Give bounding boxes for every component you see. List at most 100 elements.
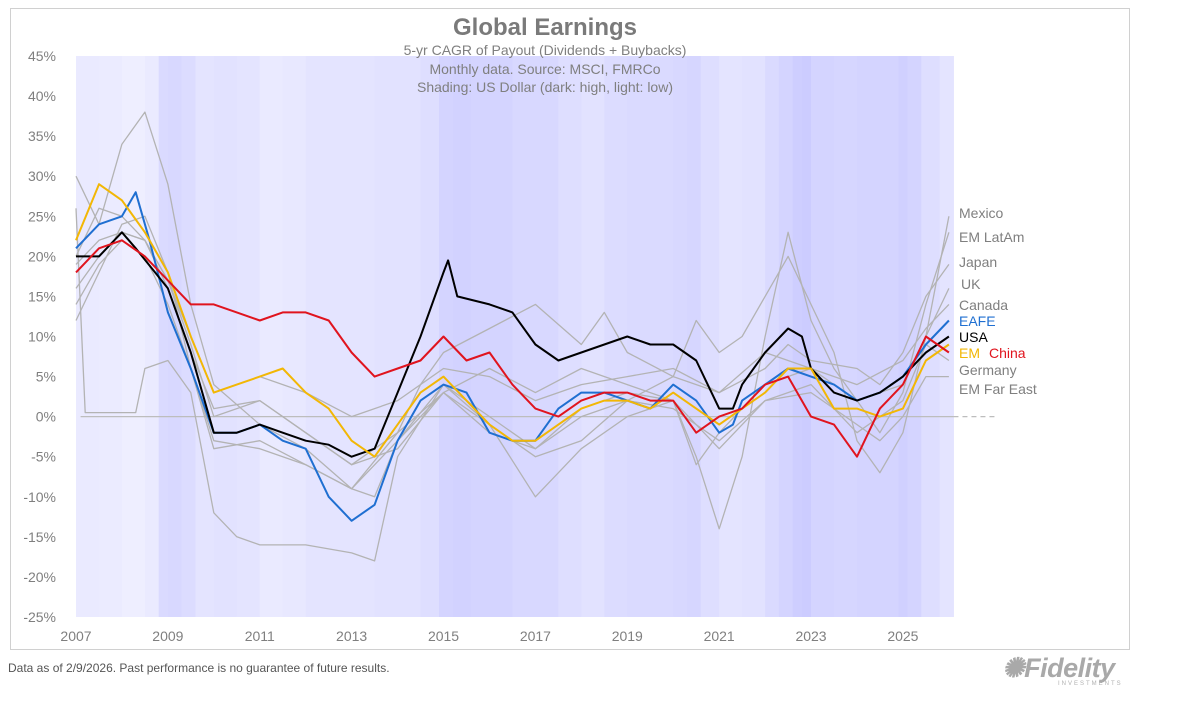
y-tick-label: 0%: [36, 409, 56, 425]
dollar-shading-band: [558, 56, 582, 617]
dollar-shading-band: [673, 56, 688, 617]
chart-subtitle: 5-yr CAGR of Payout (Dividends + Buyback…: [403, 42, 687, 58]
legend-label-em: EM: [959, 345, 980, 361]
dollar-shading-band: [259, 56, 284, 617]
dollar-shading-band: [167, 56, 183, 617]
y-tick-label: 30%: [28, 168, 56, 184]
dollar-shading-band: [144, 56, 160, 617]
dollar-shading-band: [512, 56, 536, 617]
dollar-shading-band: [742, 56, 766, 617]
y-tick-label: 40%: [28, 88, 56, 104]
dollar-shading-band: [374, 56, 399, 617]
legend-label-eafe: EAFE: [959, 313, 996, 329]
x-tick-label: 2023: [795, 628, 826, 644]
dollar-shading-band: [452, 56, 472, 617]
dollar-shading-band: [236, 56, 261, 617]
legend-label-japan: Japan: [959, 254, 997, 270]
legend-label-canada: Canada: [959, 297, 1008, 313]
footer-note: Data as of 2/9/2026. Past performance is…: [8, 661, 390, 675]
y-tick-label: 25%: [28, 208, 56, 224]
x-axis-ticks: 2007 2009 2011 2013 2015 2017 2019 2021 2023 2025: [60, 628, 918, 644]
legend-label-usa: USA: [959, 329, 988, 345]
dollar-shading-band: [282, 56, 307, 617]
dollar-shading-band: [397, 56, 422, 617]
chart-subtitle: Monthly data. Source: MSCI, FMRCo: [429, 61, 661, 77]
dollar-shading-band: [898, 56, 909, 617]
series-line-usa: [76, 231, 950, 458]
dollar-shading-band: [604, 56, 628, 617]
x-tick-label: 2021: [704, 628, 735, 644]
dollar-shading-band: [921, 56, 941, 617]
chart-title: Global Earnings: [452, 14, 638, 41]
chart-frame: [10, 8, 1130, 650]
fidelity-logo-sub: INVESTMENTS: [1058, 681, 1123, 687]
dollar-shading-band: [98, 56, 123, 617]
y-tick-label: -20%: [23, 569, 56, 585]
dollar-shading-band: [834, 56, 858, 617]
y-axis-ticks: 45% 40% 35% 30% 25% 20% 15% 10% 5% 0% -5% -10% -15% -…: [23, 48, 56, 625]
dollar-shading-band: [581, 56, 605, 617]
dollar-shading-band: [719, 56, 743, 617]
y-tick-label: -15%: [23, 529, 56, 545]
dollar-shading-band: [879, 56, 899, 617]
legend-label-germany: Germany: [959, 362, 1017, 378]
dollar-shading-band: [121, 56, 146, 617]
legend-label-em-latam: EM LatAm: [959, 229, 1024, 245]
dollar-shading-band: [158, 56, 169, 617]
dollar-shading-band: [856, 56, 881, 617]
dollar-shading-band: [778, 56, 794, 617]
y-tick-label: 45%: [28, 48, 56, 64]
dollar-shading-band: [687, 56, 702, 617]
x-tick-label: 2019: [612, 628, 643, 644]
dollar-shading: [76, 56, 954, 617]
dollar-shading-band: [765, 56, 780, 617]
y-tick-label: -5%: [31, 449, 56, 465]
x-tick-label: 2011: [245, 628, 275, 644]
dollar-shading-band: [195, 56, 215, 617]
x-tick-label: 2017: [520, 628, 551, 644]
dollar-shading-band: [792, 56, 803, 617]
dollar-shading-band: [627, 56, 651, 617]
y-tick-label: 5%: [36, 369, 56, 385]
y-tick-label: -10%: [23, 489, 56, 505]
y-tick-label: 15%: [28, 288, 56, 304]
x-tick-label: 2007: [60, 628, 91, 644]
dollar-shading-band: [420, 56, 440, 617]
chart-subtitle: Shading: US Dollar (dark: high, light: l…: [416, 79, 673, 95]
x-tick-label: 2013: [336, 628, 367, 644]
series-line-canada: [75, 231, 950, 418]
x-tick-label: 2015: [428, 628, 459, 644]
dollar-shading-band: [907, 56, 922, 617]
dollar-shading-band: [700, 56, 720, 617]
legend-label-em-far-east: EM Far East: [959, 381, 1037, 397]
dollar-shading-band: [438, 56, 454, 617]
series-line-china: [75, 239, 950, 458]
dollar-shading-band: [489, 56, 513, 617]
series-lines: [75, 111, 950, 562]
series-line-em: [75, 183, 950, 458]
series-line-em-latam: [75, 111, 950, 530]
fidelity-logo: ✺Fidelity: [1002, 653, 1115, 683]
x-tick-label: 2025: [887, 628, 918, 644]
y-tick-label: 20%: [28, 248, 56, 264]
dollar-shading-band: [939, 56, 954, 617]
dollar-shading-band: [535, 56, 559, 617]
dollar-shading-band: [801, 56, 812, 617]
dollar-shading-band: [181, 56, 196, 617]
y-tick-label: 35%: [28, 128, 56, 144]
dollar-shading-band: [351, 56, 376, 617]
dollar-shading-band: [305, 56, 330, 617]
dollar-shading-band: [471, 56, 490, 617]
legend-label-uk: UK: [961, 276, 981, 292]
dollar-shading-band: [811, 56, 835, 617]
dollar-shading-band: [76, 56, 100, 617]
legend-label-mexico: Mexico: [959, 205, 1004, 221]
series-line-mexico: [75, 208, 950, 562]
x-tick-label: 2009: [152, 628, 183, 644]
dollar-shading-band: [650, 56, 674, 617]
y-tick-label: -25%: [23, 609, 56, 625]
y-tick-label: 10%: [28, 328, 56, 344]
legend-label-china: China: [989, 345, 1026, 361]
